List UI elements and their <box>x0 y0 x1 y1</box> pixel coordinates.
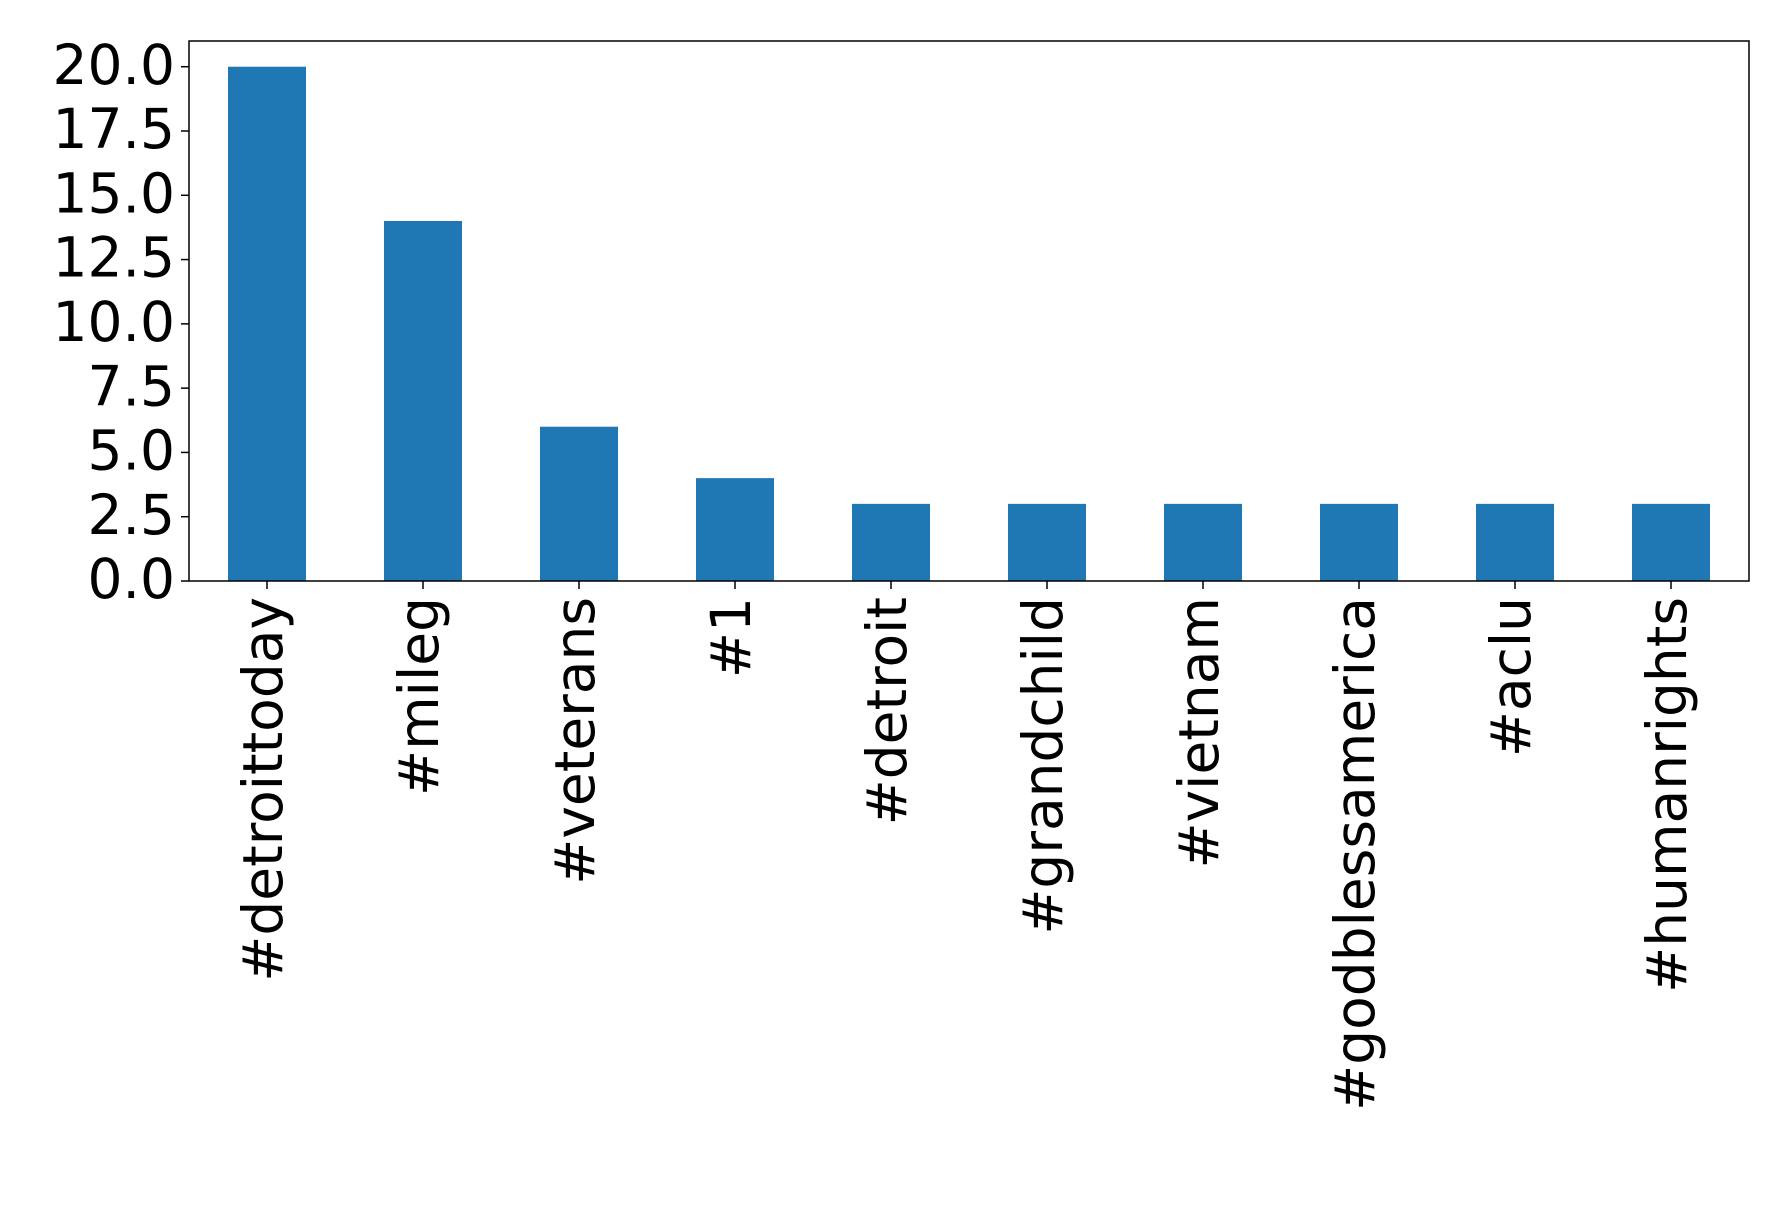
bar <box>1008 503 1086 581</box>
bar <box>1632 503 1710 581</box>
x-tick-label: #detroit <box>855 597 919 825</box>
x-tick-label: #godblessamerica <box>1323 597 1387 1111</box>
y-tick-label: 5.0 <box>88 419 175 483</box>
x-tick-label: #grandchild <box>1011 597 1075 935</box>
y-tick-label: 10.0 <box>53 290 175 354</box>
bar <box>1164 503 1242 581</box>
x-tick-label: #humanrights <box>1635 597 1699 993</box>
x-tick-label: #aclu <box>1479 597 1543 757</box>
y-tick-label: 2.5 <box>88 483 175 547</box>
bar <box>228 66 306 581</box>
x-tick-label: #veterans <box>543 597 607 885</box>
bar <box>696 478 774 581</box>
y-tick-label: 7.5 <box>88 354 175 418</box>
y-tick-label: 17.5 <box>53 97 175 161</box>
y-tick-label: 0.0 <box>88 547 175 611</box>
x-tick-label: #detroittoday <box>231 597 295 982</box>
bar <box>852 503 930 581</box>
y-tick-label: 12.5 <box>53 226 175 290</box>
plot-frame <box>188 40 1750 582</box>
bar <box>1320 503 1398 581</box>
x-tick-label: #vietnam <box>1167 597 1231 868</box>
x-tick-label: #1 <box>699 597 763 678</box>
x-tick-label: #mileg <box>387 597 451 796</box>
bar <box>1476 503 1554 581</box>
bar <box>384 221 462 581</box>
bar <box>540 426 618 581</box>
y-tick-label: 15.0 <box>53 161 175 225</box>
y-tick-label: 20.0 <box>53 33 175 97</box>
